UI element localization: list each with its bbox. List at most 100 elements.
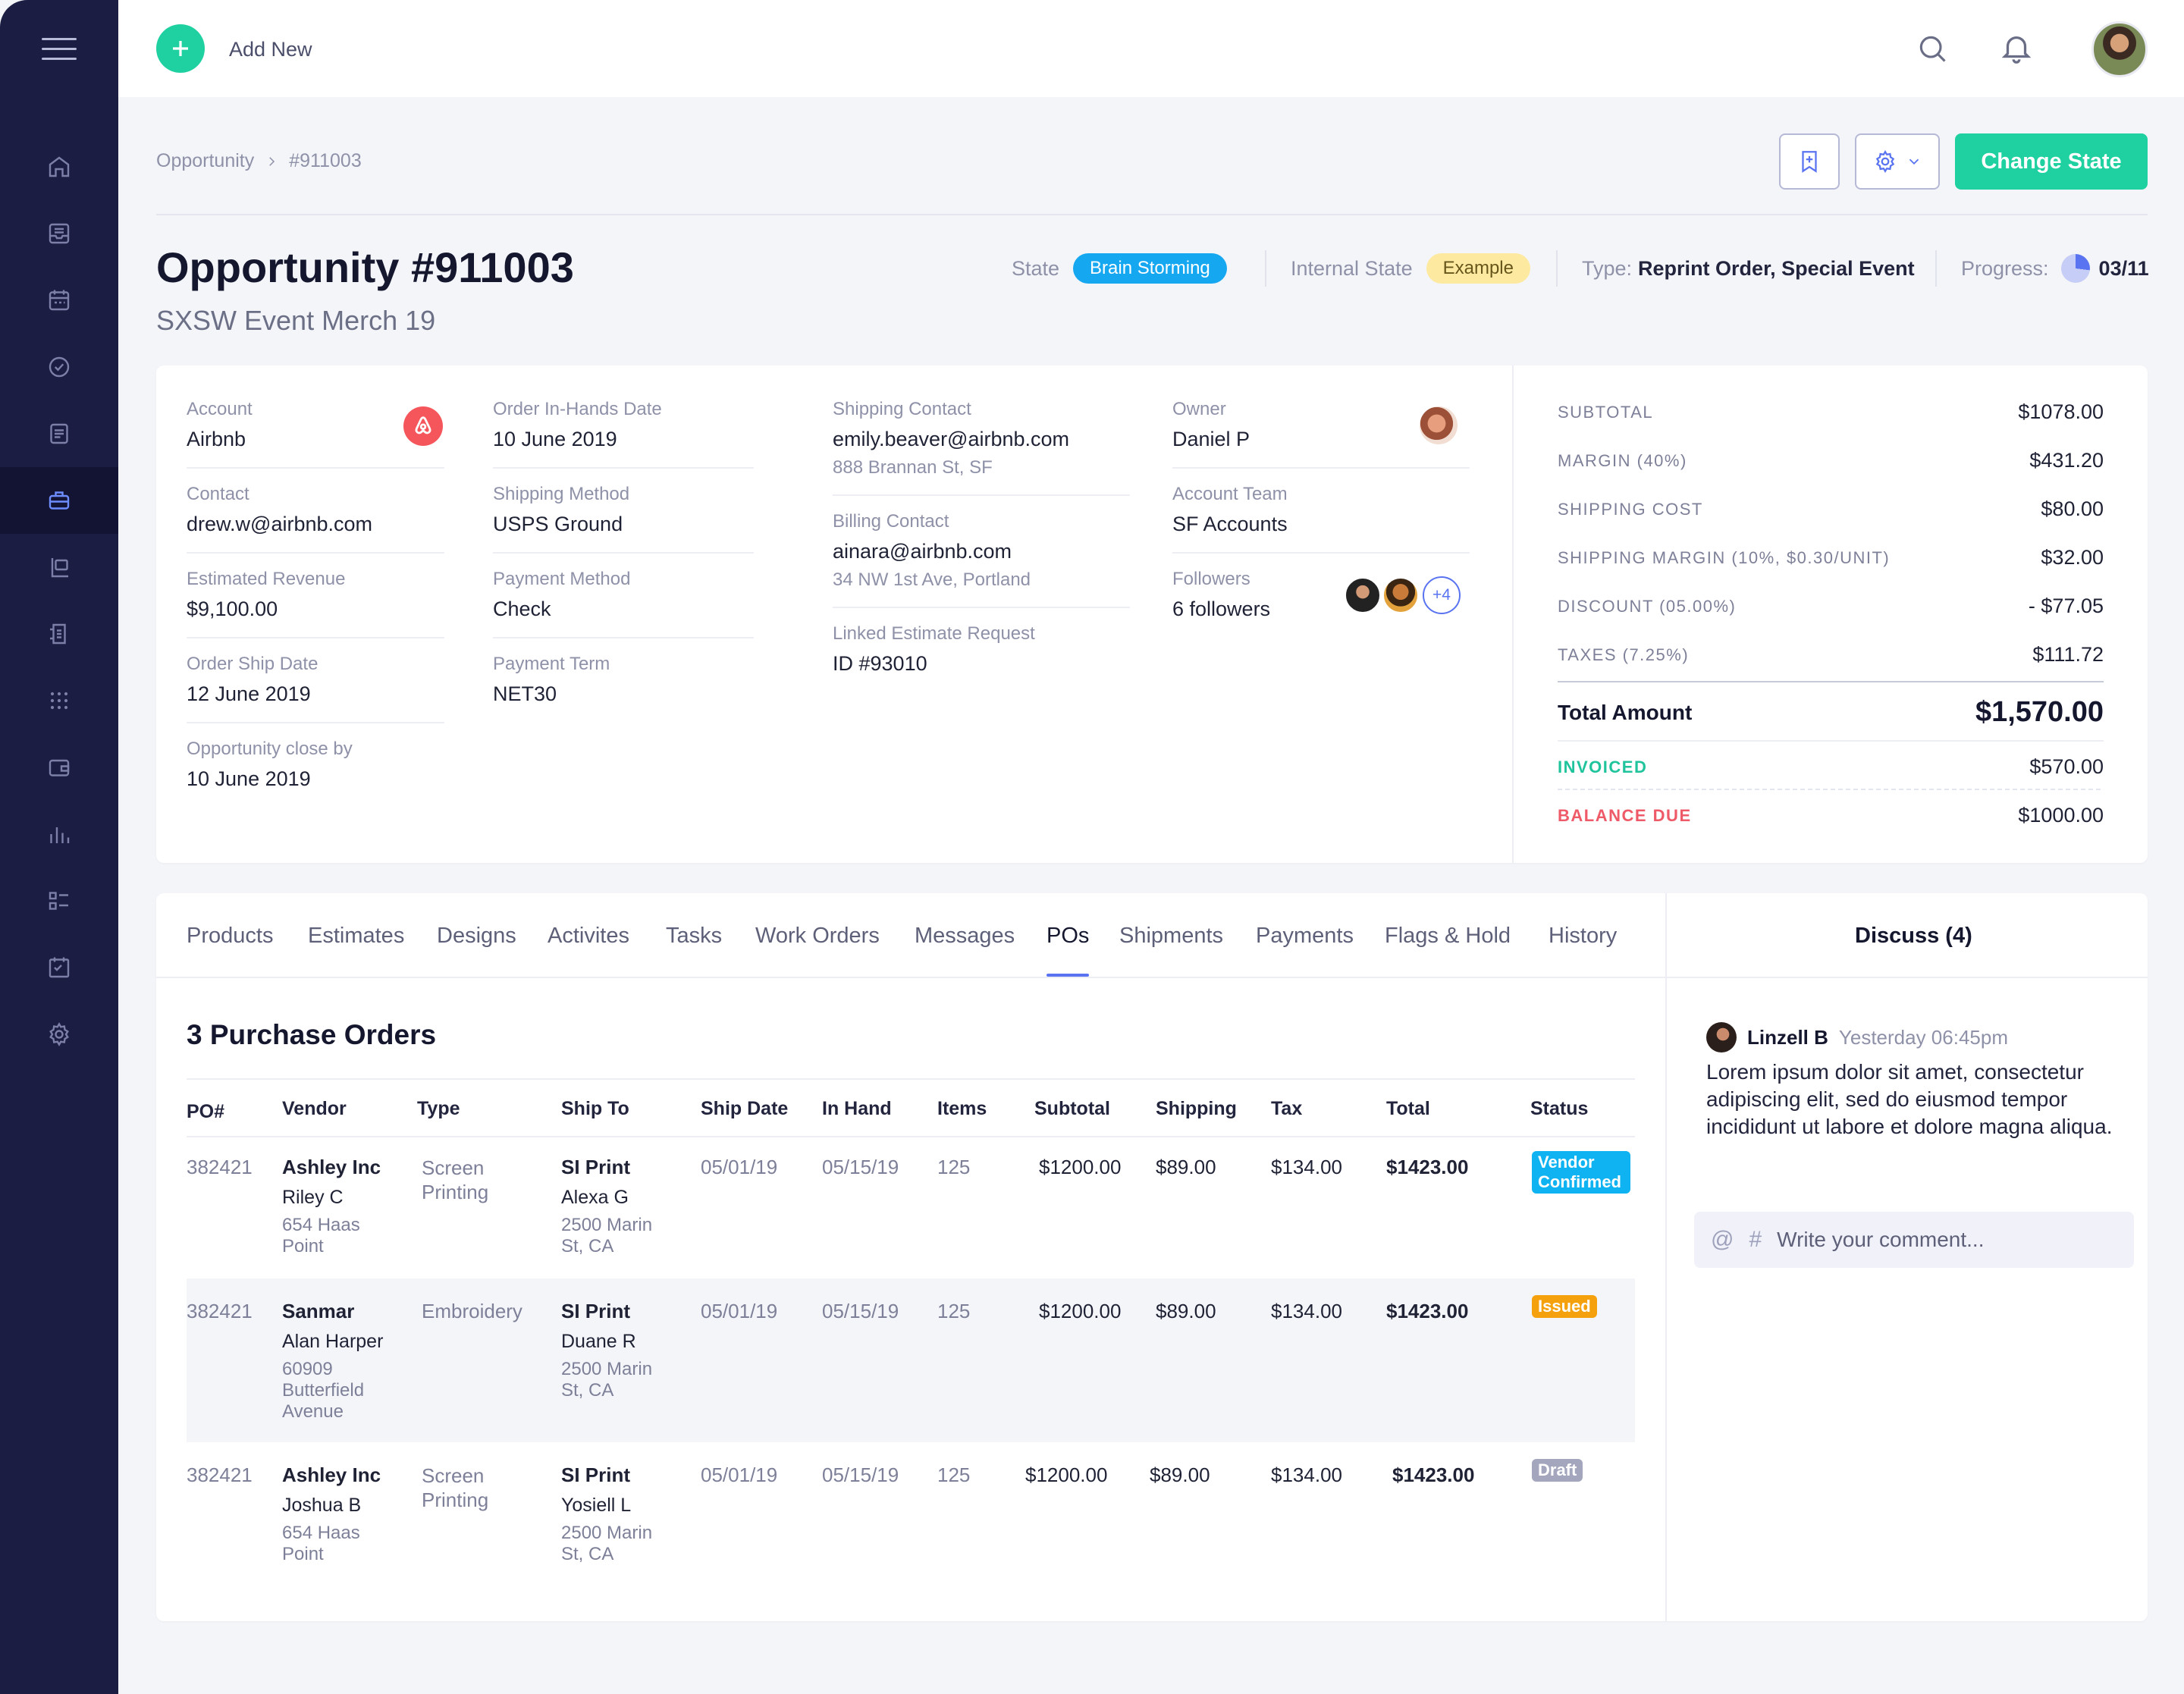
sidebar-item-wallet[interactable] (0, 734, 118, 801)
follower-avatar[interactable] (1382, 576, 1420, 614)
tab-messages[interactable]: Messages (915, 924, 1015, 948)
sidebar-item-apps[interactable] (0, 667, 118, 734)
active-tab-indicator (1046, 974, 1089, 977)
tab-history[interactable]: History (1549, 924, 1618, 948)
follower-avatar[interactable] (1344, 576, 1382, 614)
discuss-title[interactable]: Discuss (4) (1855, 924, 1972, 948)
add-new-label[interactable]: Add New (229, 38, 312, 61)
opportunity-tabs-card: Products Estimates Designs Activites Tas… (156, 893, 2148, 1621)
tab-shipments[interactable]: Shipments (1119, 924, 1224, 948)
page-title: Opportunity #911003 (156, 243, 574, 291)
divider (187, 637, 444, 638)
briefcase-icon (49, 491, 70, 510)
summary-divider (1558, 789, 2104, 790)
state-badge[interactable]: Brain Storming (1073, 253, 1227, 284)
sidebar-item-invoices[interactable] (0, 601, 118, 667)
search-icon (1919, 36, 1946, 62)
tab-pos[interactable]: POs (1046, 924, 1090, 948)
tab-payments[interactable]: Payments (1256, 924, 1354, 948)
sidebar-item-calendar[interactable] (0, 267, 118, 334)
column-header-vendor: Vendor (282, 1098, 347, 1119)
sidebar-item-reports[interactable] (0, 801, 118, 867)
detail-linked-estimate: Linked Estimate Request ID #93010 (833, 623, 1035, 675)
comment-box: @ # (1694, 1212, 2134, 1268)
sidebar-item-settings[interactable] (0, 1001, 118, 1068)
type-label: Type: (1582, 256, 1633, 280)
menu-icon[interactable] (42, 38, 77, 61)
change-state-button[interactable]: Change State (1955, 133, 2148, 190)
tab-estimates[interactable]: Estimates (308, 924, 405, 948)
summary-invoiced: INVOICED $570.00 (1558, 755, 2104, 778)
state-label: State (1012, 256, 1060, 280)
column-header-shipping: Shipping (1156, 1098, 1237, 1119)
sidebar-item-list[interactable] (0, 867, 118, 934)
tab-products[interactable]: Products (187, 924, 274, 948)
summary-margin: MARGIN (40%) $431.20 (1558, 449, 2104, 472)
board-icon (49, 957, 70, 978)
add-new-button[interactable] (156, 24, 205, 73)
comment-time: Yesterday 06:45pm (1838, 1025, 2008, 1049)
settings-icon (49, 1022, 69, 1046)
table-divider (187, 1136, 1635, 1137)
column-header-ship-to: Ship To (561, 1098, 629, 1119)
summary-total: Total Amount $1,570.00 (1558, 696, 2104, 728)
plus-icon (173, 41, 188, 56)
column-header-subtotal: Subtotal (1034, 1098, 1110, 1119)
comment-author[interactable]: Linzell B (1747, 1025, 1828, 1049)
user-avatar[interactable] (2091, 21, 2148, 77)
sidebar-item-tasks[interactable] (0, 334, 118, 400)
progress-pie (2060, 254, 2090, 283)
more-followers-button[interactable]: +4 (1423, 576, 1461, 614)
column-header-po: PO# (187, 1101, 225, 1122)
comment-input[interactable] (1777, 1228, 2066, 1252)
divider (493, 467, 754, 469)
sidebar-item-opportunities[interactable] (0, 467, 118, 534)
comment-avatar[interactable] (1706, 1022, 1737, 1052)
owner-avatar[interactable] (1420, 406, 1458, 444)
tab-flags-hold[interactable]: Flags & Hold (1385, 924, 1511, 948)
summary-balance-due: BALANCE DUE $1000.00 (1558, 804, 2104, 827)
invoice-icon (50, 623, 66, 645)
column-header-items: Items (937, 1098, 987, 1119)
divider (1172, 467, 1470, 469)
home-icon (49, 156, 70, 177)
tab-designs[interactable]: Designs (437, 924, 516, 948)
settings-dropdown-button[interactable] (1855, 133, 1940, 190)
state-meta: State Brain Storming (1012, 252, 1227, 285)
tab-activites[interactable]: Activites (548, 924, 629, 948)
sidebar-item-inbox[interactable] (0, 200, 118, 267)
detail-contact: Contact drew.w@airbnb.com (187, 484, 373, 535)
status-badge[interactable]: Issued (1532, 1295, 1597, 1318)
detail-payment-term: Payment Term NET30 (493, 654, 610, 705)
detail-in-hands-date: Order In-Hands Date 10 June 2019 (493, 399, 662, 450)
summary-divider (1558, 740, 2104, 742)
detail-account-team: Account Team SF Accounts (1172, 484, 1288, 535)
divider (833, 494, 1130, 496)
summary-shipping-margin: SHIPPING MARGIN (10%, $0.30/UNIT) $32.00 (1558, 546, 2104, 569)
tab-tasks[interactable]: Tasks (666, 924, 723, 948)
search-button[interactable] (1916, 32, 1949, 69)
breadcrumb-root[interactable]: Opportunity (156, 150, 255, 171)
sidebar-item-flow[interactable] (0, 534, 118, 601)
notifications-button[interactable] (1999, 30, 2034, 69)
meta-divider (1556, 250, 1558, 287)
status-badge[interactable]: Draft (1532, 1459, 1583, 1482)
hashtag-icon[interactable]: # (1749, 1227, 1762, 1252)
internal-state-label: Internal State (1291, 256, 1413, 280)
bookmark-add-icon (1802, 151, 1817, 173)
sidebar-item-documents[interactable] (0, 400, 118, 467)
bookmark-button[interactable] (1779, 133, 1840, 190)
sidebar-item-board[interactable] (0, 934, 118, 1001)
at-mention-icon[interactable]: @ (1711, 1227, 1734, 1252)
type-value: Reprint Order, Special Event (1638, 256, 1915, 280)
bar-chart-icon (50, 827, 70, 843)
status-badge[interactable]: Vendor Confirmed (1532, 1151, 1630, 1194)
internal-state-meta: Internal State Example (1291, 252, 1530, 285)
internal-state-badge[interactable]: Example (1426, 253, 1530, 284)
tab-work-orders[interactable]: Work Orders (755, 924, 880, 948)
detail-shipping-method: Shipping Method USPS Ground (493, 484, 630, 535)
check-circle-icon (49, 356, 70, 378)
summary-shipping-cost: SHIPPING COST $80.00 (1558, 497, 2104, 520)
sidebar-item-home[interactable] (0, 133, 118, 200)
column-header-type: Type (417, 1098, 460, 1119)
